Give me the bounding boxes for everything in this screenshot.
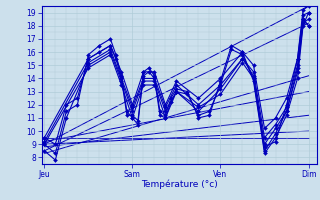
X-axis label: Température (°c): Température (°c) [141, 180, 218, 189]
